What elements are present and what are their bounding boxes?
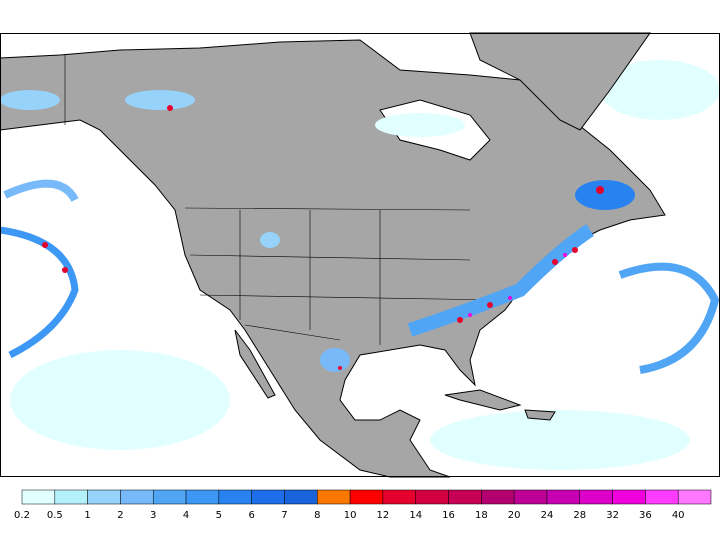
color-swatch [513, 489, 548, 505]
color-swatch [349, 489, 384, 505]
cuba [444, 389, 522, 411]
color-swatch [317, 489, 351, 505]
color-swatch [677, 489, 712, 505]
color-swatch [251, 489, 285, 505]
color-swatch [284, 489, 318, 505]
color-swatch [54, 489, 88, 505]
color-swatch [448, 489, 482, 505]
color-swatch [120, 489, 154, 505]
colorbar-label: 6 [248, 510, 254, 521]
colorbar-label: 16 [442, 510, 455, 521]
color-swatch [185, 489, 220, 505]
colorbar-label: 2 [117, 510, 123, 521]
color-swatch [415, 489, 449, 505]
colorbar-label: 10 [344, 510, 357, 521]
colorbar-label: 8 [314, 510, 320, 521]
baja [234, 329, 276, 399]
colorbar-label: 18 [475, 510, 488, 521]
precip-area [430, 410, 690, 470]
color-swatch [546, 489, 581, 505]
colorbar-label: 14 [409, 510, 422, 521]
color-swatch [645, 489, 679, 505]
precip-area [600, 60, 720, 120]
colorbar-label: 0.5 [47, 510, 63, 521]
color-swatch [21, 489, 56, 505]
map [0, 32, 720, 478]
color-swatch [218, 489, 252, 505]
color-swatch [152, 489, 187, 505]
color-swatch [481, 489, 515, 505]
colorbar-label: 7 [281, 510, 287, 521]
color-swatch [579, 489, 613, 505]
borders [64, 55, 501, 345]
colorbar-label: 0.2 [14, 510, 30, 521]
greenland [469, 32, 651, 131]
colorbar-label: 36 [639, 510, 652, 521]
colorbar-label: 1 [84, 510, 90, 521]
hispaniola [524, 409, 556, 421]
colorbar-label: 12 [377, 510, 390, 521]
precip-area [10, 350, 230, 450]
colorbar-label: 3 [150, 510, 156, 521]
colorbar-label: 5 [216, 510, 222, 521]
precipitation [0, 90, 720, 374]
colorbar: 0.2 0.5 1 2 3 4 5 6 7 8 10 12 14 16 18 20 24 28 32 36 40 [14, 489, 712, 521]
colorbar-label: 24 [541, 510, 554, 521]
color-swatch [612, 489, 646, 505]
colorbar-label: 4 [183, 510, 189, 521]
color-swatch [87, 489, 121, 505]
colorbar-label: 40 [672, 510, 685, 521]
colorbar-label: 20 [508, 510, 521, 521]
colorbar-label: 28 [573, 510, 586, 521]
colorbar-label: 32 [606, 510, 619, 521]
color-swatch [382, 489, 416, 505]
